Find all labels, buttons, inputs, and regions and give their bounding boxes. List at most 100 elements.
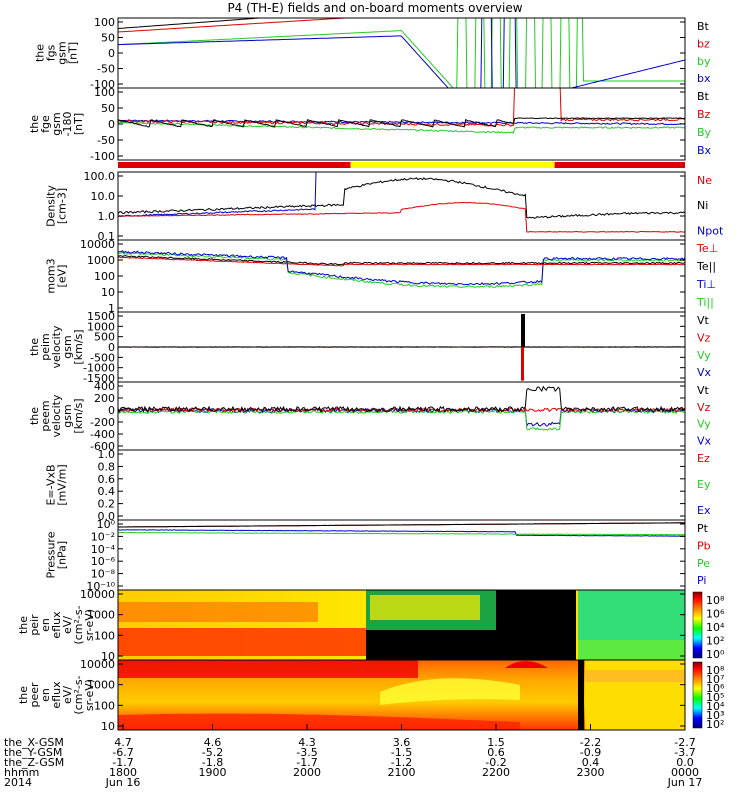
y-axis-label: thepeerenefluxeV/(cm²-s-sr-eV) [17,675,96,714]
colorbar-label: 10⁴ [706,700,725,713]
colorbar-label: 10⁵ [706,691,724,704]
y-tick-label: -400 [90,428,115,441]
y-tick-label: 100 [94,629,115,642]
colorbar-label: 10⁴ [706,621,725,634]
x-tick-label: 2000 [293,766,321,779]
legend-efield-0: Ez [697,452,710,465]
y-tick-label: -50 [97,134,115,147]
y-tick-label: 50 [101,102,115,115]
panel-temperature: 10000 1000 100 10 1 mom3[eV] Te⊥ Te|| Ti⊥ Ti|| [45,238,719,315]
y-tick-label: 10 [101,720,115,733]
y-tick-label: 200 [94,392,115,405]
y-tick-label: 10000 [80,658,115,671]
x-row-label: the_Z-GSM [4,756,64,769]
y-tick-label: 400 [94,380,115,393]
mode-bar-segment [554,162,685,168]
panel-fge: 100 50 0 -50 -100 thefgegsm-180[nT] Bt Bz By Bx [28,86,712,163]
panel-frame [117,381,686,451]
y-tick-label: 50 [101,32,115,45]
x-tick-label: Jun 16 [105,776,141,789]
x-tick-label: 3.6 [393,736,411,749]
colorbar-label: 10² [706,718,724,731]
colorbar-label: 10⁶ [706,608,725,621]
series-pressure-Pt [118,522,685,528]
x-tick-label: 1800 [109,766,137,779]
series-peem-velocity-Vy [118,409,685,431]
legend-pressure-2: Pe [697,557,710,570]
panel-peir-eflux: 10000 1000 100 10 thepeirenefluxeV/(cm²-s-sr… [17,588,725,663]
y-axis-label: thefgsgsm[nT] [34,41,80,64]
y-tick-label: 10⁻⁴ [91,543,116,556]
legend-efield-1: Ey [697,478,711,491]
legend-density-1: Ni [697,199,708,212]
colorbar-label: 10⁶ [706,682,725,695]
x-tick-label: -2.2 [580,736,601,749]
series-fge-Bt [118,117,685,128]
series-temperature-Te⊥ [118,256,685,267]
y-tick-label: 100 [94,270,115,283]
legend-temperature-0: Te⊥ [696,242,718,255]
y-tick-label: 10⁻⁶ [91,555,116,568]
y-axis-label: mom3[eV] [45,258,69,293]
y-tick-label: 0 [108,341,115,354]
legend-fge-0: Bt [697,90,710,103]
y-tick-label: 0.6 [98,473,116,486]
panel-density: 100.0 10.0 1.0 0.1 Density[cm-3] Ne Ni Npot [45,170,724,243]
y-tick-label: 0 [108,47,115,60]
legend-peem-velocity-3: Vx [697,434,712,447]
x-tick-label: Jun 17 [667,776,703,789]
y-axis-label: thepeemvelocitygsm[km/s] [28,394,85,437]
legend-peim-velocity-2: Vy [697,349,711,362]
y-axis-label: thefgegsm-180[nT] [28,112,85,137]
x-tick-label: 4.3 [298,736,316,749]
x-tick-label: -1.5 [391,746,412,759]
y-axis-label: Density[cm-3] [45,185,69,227]
y-tick-label: 1000 [87,679,115,692]
series-fgs-bz [118,18,353,33]
x-tick-label: 1.5 [487,736,505,749]
legend-peem-velocity-1: Vz [697,401,711,414]
legend-fgs-3: bx [697,72,711,85]
legend-peim-velocity-0: Vt [697,314,710,327]
series-peem-velocity-Vt [118,385,685,413]
panel-fgs: 100 50 0 -50 -100 thefgsgsm[nT] Bt bz by bx [34,16,711,91]
legend-fgs-1: bz [697,37,710,50]
x-tick-label: 0.0 [676,756,694,769]
y-axis-label: E=-VxB[mV/m] [45,464,69,505]
y-tick-label: -200 [90,416,115,429]
y-tick-label: 10⁻² [91,530,115,543]
legend-peem-velocity-2: Vy [697,418,711,431]
y-tick-label: 100.0 [84,170,116,183]
y-tick-label: 0.8 [98,460,116,473]
x-tick-label: 2100 [388,766,416,779]
x-tick-label: 4.7 [114,736,132,749]
x-tick-label: -1.8 [202,756,223,769]
y-tick-label: 10 [101,650,115,663]
legend-fgs-0: Bt [697,20,710,33]
y-tick-label: 100 [94,699,115,712]
x-row-label: 2014 [4,776,32,789]
x-tick-label: 1900 [199,766,227,779]
series-pressure-Pe [118,531,685,536]
legend-efield-2: Ex [697,504,711,517]
x-row-label: the_Y-GSM [4,746,62,759]
legend-pressure-0: Pt [697,522,709,535]
x-tick-label: 0.4 [582,756,600,769]
y-tick-label: -100 [90,150,115,163]
x-tick-label: -3.5 [296,746,317,759]
y-tick-label: 0.4 [98,485,116,498]
series-temperature-Ti|| [118,251,685,289]
panel-frame [117,239,686,313]
y-tick-label: 0 [108,118,115,131]
panel-efield: 1.00.80.60.40.20.0 E=-VxB[mV/m] Ez Ey Ex [45,448,711,523]
x-tick-label: -1.2 [391,756,412,769]
y-tick-label: 100 [94,16,115,29]
series-fgs-bx [118,18,685,88]
y-tick-label: 10⁻¹⁰ [86,580,115,593]
legend-temperature-2: Ti⊥ [696,278,716,291]
legend-fge-3: Bx [697,144,712,157]
y-tick-label: 1.0 [98,210,116,223]
y-tick-label: 10⁻⁸ [91,568,116,581]
series-temperature-Te|| [118,255,685,266]
